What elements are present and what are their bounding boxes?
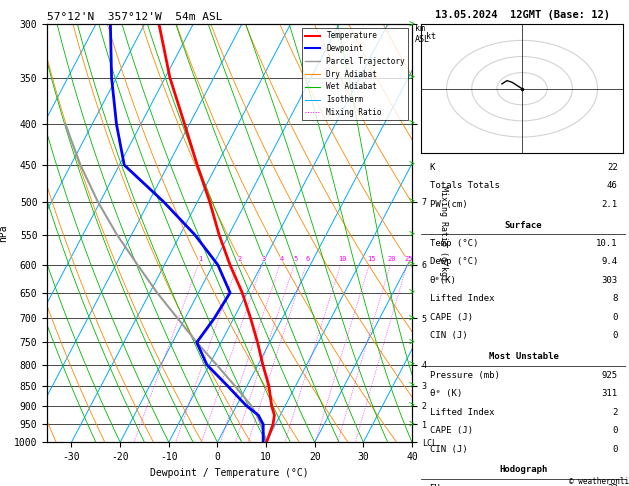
Text: 22: 22: [607, 163, 618, 172]
Text: >: >: [409, 197, 415, 207]
Y-axis label: Mixing Ratio (g/kg): Mixing Ratio (g/kg): [439, 186, 448, 281]
Text: CIN (J): CIN (J): [430, 331, 467, 340]
Text: >: >: [409, 337, 415, 347]
Text: Hodograph: Hodograph: [499, 466, 548, 474]
Text: >: >: [409, 230, 415, 240]
Text: 25: 25: [404, 256, 413, 262]
Legend: Temperature, Dewpoint, Parcel Trajectory, Dry Adiabat, Wet Adiabat, Isotherm, Mi: Temperature, Dewpoint, Parcel Trajectory…: [302, 28, 408, 120]
Text: 22: 22: [607, 484, 618, 486]
Text: CIN (J): CIN (J): [430, 445, 467, 453]
Text: θᵉ (K): θᵉ (K): [430, 389, 462, 398]
X-axis label: Dewpoint / Temperature (°C): Dewpoint / Temperature (°C): [150, 468, 309, 478]
Text: >: >: [409, 419, 415, 430]
Text: >: >: [409, 400, 415, 411]
Text: >: >: [409, 19, 415, 29]
Text: km
ASL: km ASL: [415, 24, 430, 44]
Text: K: K: [430, 163, 435, 172]
Text: 0: 0: [612, 445, 618, 453]
Text: 1: 1: [198, 256, 203, 262]
Text: 15: 15: [367, 256, 376, 262]
Text: 10.1: 10.1: [596, 239, 618, 248]
Text: 2.1: 2.1: [601, 200, 618, 208]
Y-axis label: hPa: hPa: [0, 225, 8, 242]
Text: 10: 10: [338, 256, 347, 262]
Text: 57°12'N  357°12'W  54m ASL: 57°12'N 357°12'W 54m ASL: [47, 12, 223, 22]
Text: 9.4: 9.4: [601, 258, 618, 266]
Text: 20: 20: [388, 256, 396, 262]
Text: Pressure (mb): Pressure (mb): [430, 371, 499, 380]
Text: >: >: [409, 288, 415, 298]
Text: Dewp (°C): Dewp (°C): [430, 258, 478, 266]
Text: >: >: [409, 313, 415, 324]
Text: 0: 0: [612, 313, 618, 322]
Text: Most Unstable: Most Unstable: [489, 352, 559, 361]
Text: 46: 46: [607, 181, 618, 190]
Text: Surface: Surface: [505, 221, 542, 229]
Text: 4: 4: [280, 256, 284, 262]
Text: 2: 2: [612, 408, 618, 417]
Text: © weatheronline.co.uk: © weatheronline.co.uk: [569, 477, 629, 486]
Text: kt: kt: [426, 33, 437, 41]
Text: 0: 0: [612, 426, 618, 435]
Text: 6: 6: [306, 256, 310, 262]
Text: 5: 5: [294, 256, 298, 262]
Text: Lifted Index: Lifted Index: [430, 295, 494, 303]
Text: 303: 303: [601, 276, 618, 285]
Text: PW (cm): PW (cm): [430, 200, 467, 208]
Text: >: >: [409, 381, 415, 391]
Text: 3: 3: [262, 256, 266, 262]
Text: >: >: [409, 360, 415, 370]
Text: 2: 2: [238, 256, 242, 262]
Text: Totals Totals: Totals Totals: [430, 181, 499, 190]
Text: 925: 925: [601, 371, 618, 380]
Text: 13.05.2024  12GMT (Base: 12): 13.05.2024 12GMT (Base: 12): [435, 10, 610, 20]
Text: CAPE (J): CAPE (J): [430, 426, 472, 435]
Text: Lifted Index: Lifted Index: [430, 408, 494, 417]
Text: >: >: [409, 160, 415, 170]
Text: CAPE (J): CAPE (J): [430, 313, 472, 322]
Text: >: >: [409, 73, 415, 83]
Text: 8: 8: [612, 295, 618, 303]
Text: >: >: [409, 119, 415, 129]
Text: 0: 0: [612, 331, 618, 340]
Text: EH: EH: [430, 484, 440, 486]
Text: θᵉ(K): θᵉ(K): [430, 276, 457, 285]
Text: Temp (°C): Temp (°C): [430, 239, 478, 248]
Text: 311: 311: [601, 389, 618, 398]
Text: >: >: [409, 260, 415, 270]
